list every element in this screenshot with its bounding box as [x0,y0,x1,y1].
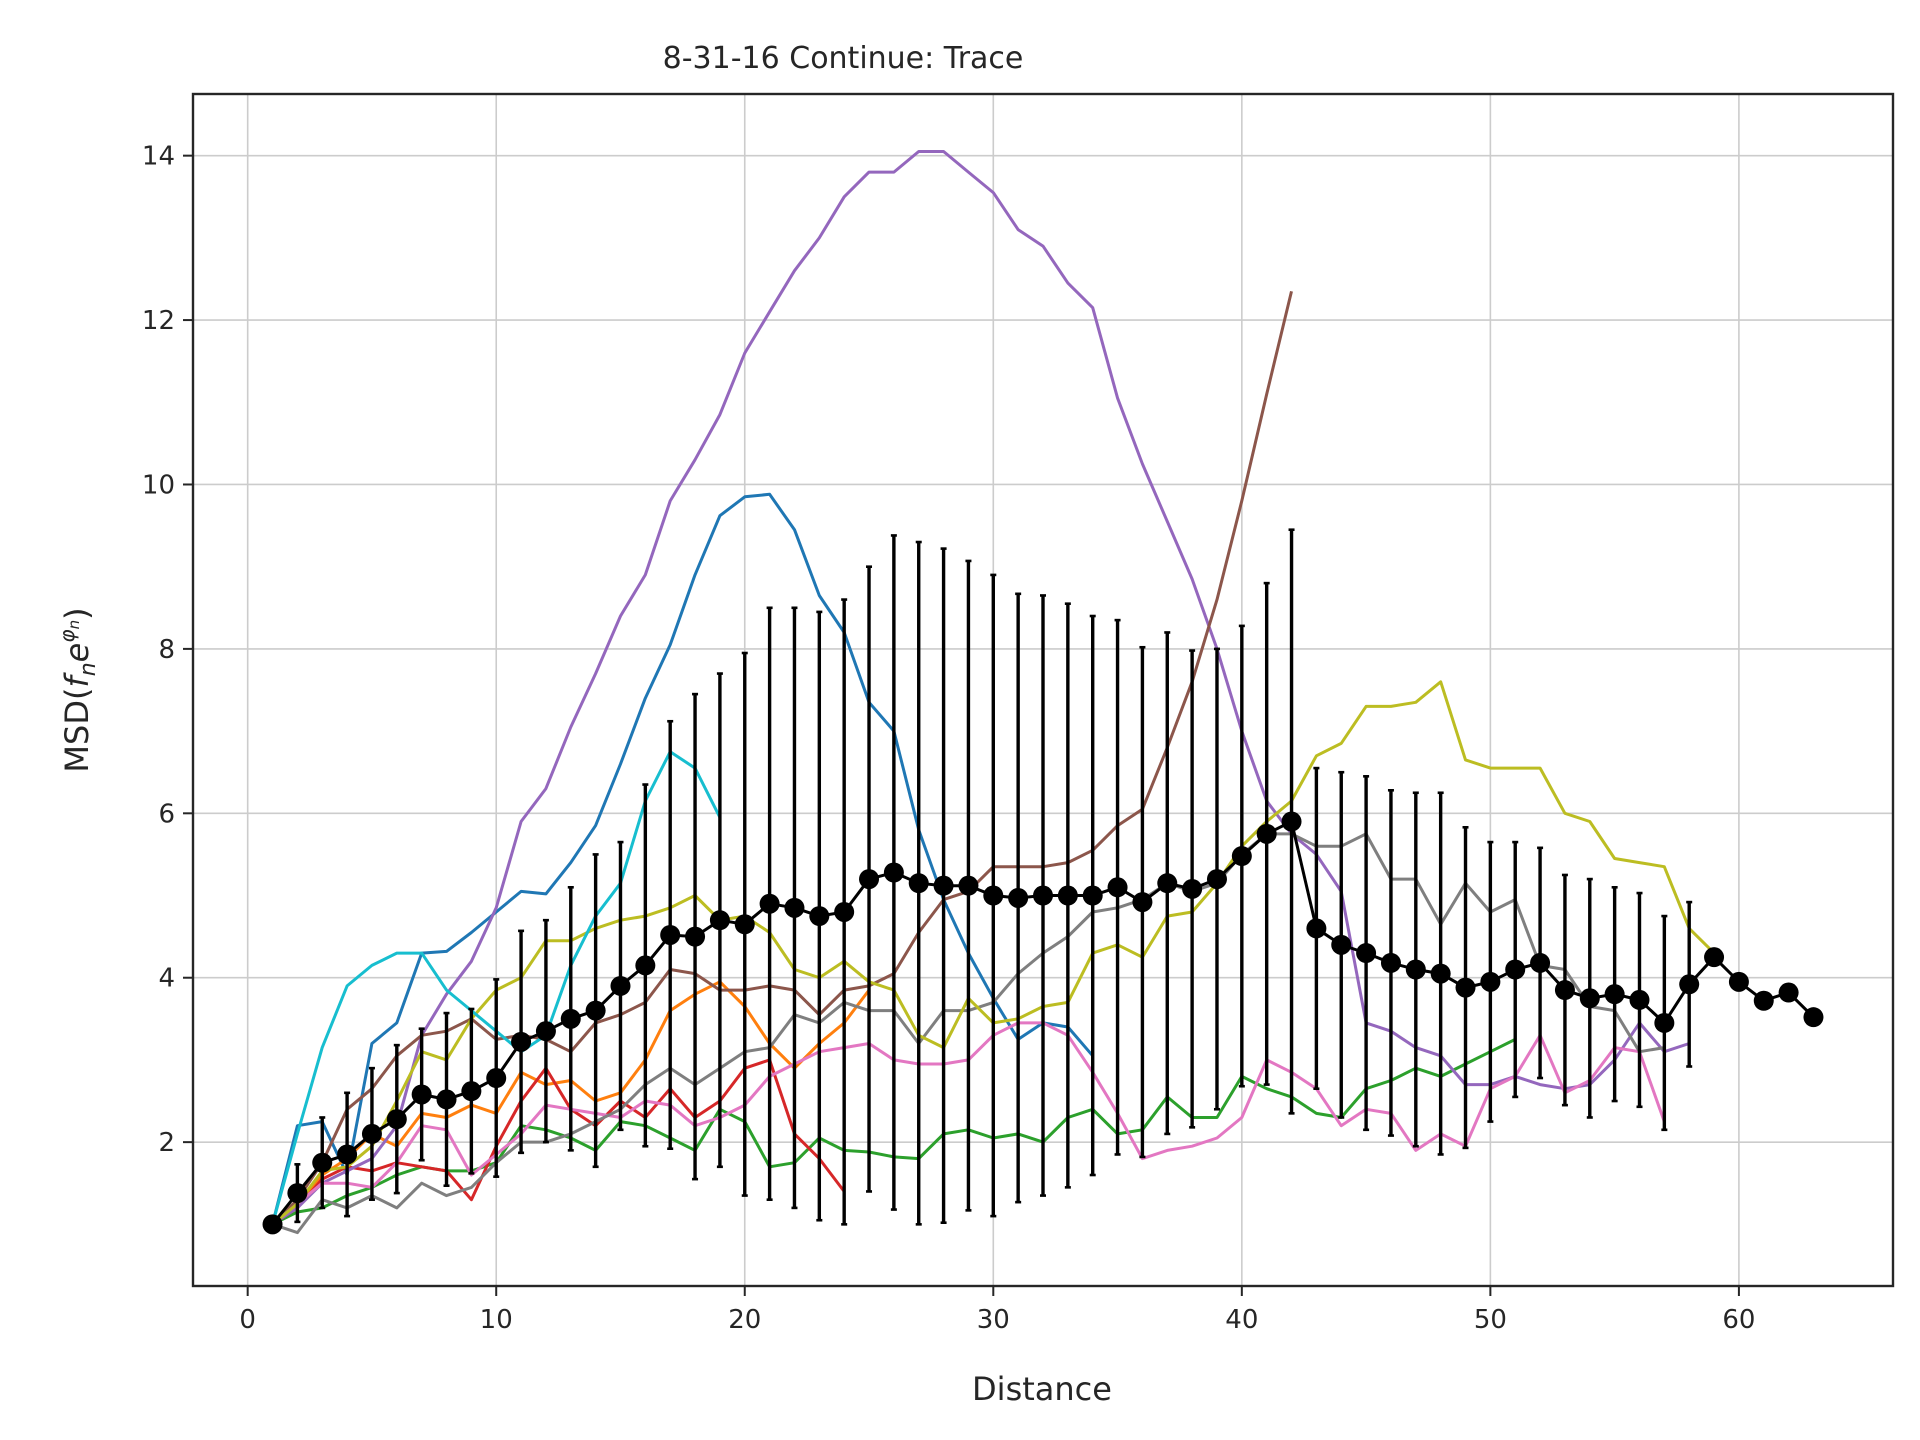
mean-point [535,1021,556,1042]
mean-point [1480,971,1501,992]
mean-point [1455,977,1476,998]
mean-point [983,885,1004,906]
mean-point [312,1152,333,1173]
mean-point [1082,885,1103,906]
mean-series [262,811,1824,1235]
mean-point [685,926,706,947]
mean-point [1380,952,1401,973]
mean-point [1206,869,1227,890]
mean-point [1057,885,1078,906]
mean-point [1778,982,1799,1003]
mean-point [908,873,929,894]
mean-point [1281,811,1302,832]
mean-point [560,1008,581,1029]
mean-point [337,1144,358,1165]
mean-point [660,924,681,945]
mean-point [809,906,830,927]
x-tick-label: 10 [480,1305,513,1335]
series-line-5 [271,150,1690,1226]
mean-point [1356,943,1377,964]
mean-point [386,1109,407,1130]
y-tick-label: 8 [158,635,175,665]
mean-point [933,875,954,896]
y-tick-label: 12 [142,306,175,336]
mean-point [635,955,656,976]
x-tick-label: 30 [977,1305,1010,1335]
mean-point [709,910,730,931]
mean-point [1728,971,1749,992]
x-tick-label: 20 [728,1305,761,1335]
x-tick-label: 60 [1722,1305,1755,1335]
mean-point [411,1084,432,1105]
mean-point [1430,963,1451,984]
y-tick-label: 2 [158,1128,175,1158]
mean-point [1157,873,1178,894]
y-axis-label: MSD(fneφn) [55,607,101,772]
x-axis-label: Distance [972,1370,1112,1408]
mean-point [1033,885,1053,906]
mean-point [1331,934,1352,955]
chart-title: 8-31-16 Continue: Trace [663,41,1024,76]
mean-point [461,1081,482,1102]
x-tick-label: 50 [1474,1305,1507,1335]
y-tick-label: 10 [142,470,175,500]
mean-point [784,897,805,918]
mean-point [1604,984,1625,1005]
mean-point [1505,959,1526,980]
mean-point [287,1183,308,1204]
x-tick-label: 40 [1225,1305,1258,1335]
y-tick-label: 4 [158,964,175,994]
axis-ticks: 0 10 20 30 40 50 60 2 4 6 8 10 12 14 [142,142,1756,1335]
mean-point [1704,947,1725,968]
series-line-1 [271,492,1094,1225]
y-tick-label: 6 [158,799,175,829]
mean-point [1107,877,1128,898]
mean-point [1306,918,1327,939]
y-tick-label: 14 [142,142,175,172]
mean-point [585,1000,606,1021]
mean-point [958,875,979,896]
mean-point [610,975,631,996]
mean-point [1530,952,1551,973]
mean-point [262,1214,283,1235]
mean-point [1132,892,1153,913]
mean-point [1579,988,1600,1009]
series-line-4 [271,1058,846,1226]
mean-point [734,914,755,935]
mean-point [1803,1007,1824,1028]
mean-point [511,1031,532,1052]
mean-point [1554,980,1575,1001]
mean-point [1753,990,1774,1011]
mean-point [1256,823,1277,844]
series-line-6 [271,290,1293,1226]
mean-point [1405,959,1426,980]
mean-point [834,901,855,922]
mean-point [1654,1012,1675,1033]
mean-point [486,1068,507,1089]
x-tick-label: 0 [239,1305,256,1335]
plot-frame [191,92,1895,1288]
mean-point [759,893,780,914]
mean-point [1629,989,1650,1010]
mean-point [1231,846,1252,867]
mean-point [1008,887,1029,908]
mean-point [883,862,904,883]
mean-point [361,1123,382,1144]
mean-point [436,1089,457,1110]
mean-point [1182,878,1203,899]
mean-point [1679,974,1700,995]
mean-point [859,869,880,890]
